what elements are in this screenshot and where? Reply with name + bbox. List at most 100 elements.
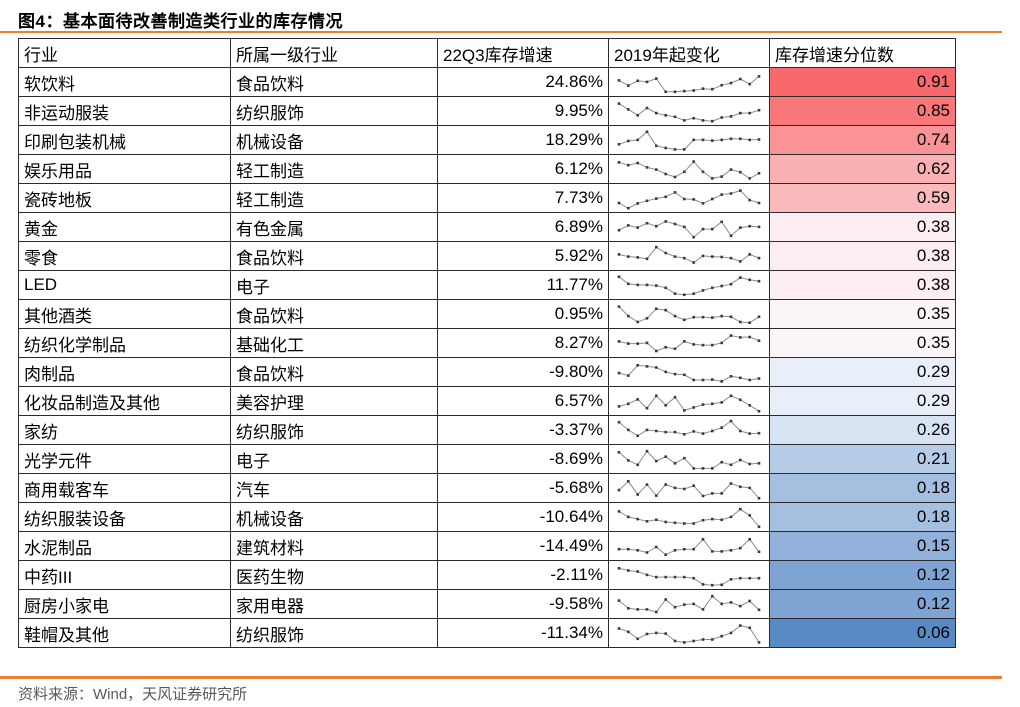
table-row: 鞋帽及其他 纺织服饰 -11.34% 0.06 xyxy=(18,618,956,648)
percentile-cell: 0.35 xyxy=(769,299,956,329)
sector-cell: 美容护理 xyxy=(230,386,438,416)
sparkline-marker xyxy=(692,116,695,119)
sparkline-marker xyxy=(655,349,658,352)
percentile-cell: 0.85 xyxy=(769,96,956,126)
trend-cell xyxy=(608,415,770,445)
growth-cell: 7.73% xyxy=(437,183,609,213)
table-row: 商用载客车 汽车 -5.68% 0.18 xyxy=(18,473,956,503)
sparkline-marker xyxy=(627,163,630,166)
sparkline-marker xyxy=(701,201,705,205)
sparkline-marker xyxy=(627,606,630,610)
sparkline-marker xyxy=(645,341,649,344)
sparkline-marker xyxy=(645,406,649,409)
sparkline-marker xyxy=(692,466,695,470)
sparkline-marker xyxy=(617,252,621,256)
sparkline-marker xyxy=(757,431,761,434)
sparkline-marker xyxy=(617,101,621,105)
sparkline-marker xyxy=(720,583,723,586)
sparkline-marker xyxy=(701,537,705,541)
sparkline-marker xyxy=(683,339,686,343)
sparkline-marker xyxy=(655,167,658,171)
sparkline-marker xyxy=(720,314,723,317)
sparkline-path xyxy=(618,275,760,295)
sparkline-marker xyxy=(711,429,714,432)
percentile-cell: 0.91 xyxy=(769,67,956,97)
table-row: 软饮料 食品饮料 24.86% 0.91 xyxy=(18,67,956,97)
sparkline-marker xyxy=(739,429,742,432)
trend-cell xyxy=(608,154,770,184)
trend-cell xyxy=(608,241,770,271)
sparkline-marker xyxy=(692,88,695,92)
col-header-industry: 行业 xyxy=(18,38,231,68)
sparkline-marker xyxy=(692,315,695,318)
sector-cell: 家用电器 xyxy=(230,589,438,619)
growth-cell: -3.37% xyxy=(437,415,609,445)
sparkline-marker xyxy=(729,374,733,378)
sparkline-marker xyxy=(757,171,761,175)
sparkline-marker xyxy=(617,371,621,374)
sparkline-marker xyxy=(645,449,649,452)
industry-cell: 纺织化学制品 xyxy=(18,328,231,358)
sparkline-marker xyxy=(739,623,742,627)
sector-cell: 轻工制造 xyxy=(230,183,438,213)
industry-cell: 中药III xyxy=(18,560,231,590)
trend-cell xyxy=(608,560,770,590)
growth-cell: 8.27% xyxy=(437,328,609,358)
table-row: 水泥制品 建筑材料 -14.49% 0.15 xyxy=(18,531,956,561)
sparkline-marker xyxy=(720,115,723,119)
trend-cell xyxy=(608,473,770,503)
sparkline-path xyxy=(619,538,760,555)
sparkline-marker xyxy=(683,408,686,412)
table-row: 纺织化学制品 基础化工 8.27% 0.35 xyxy=(18,328,956,358)
growth-cell: -9.58% xyxy=(437,589,609,619)
sparkline-path xyxy=(618,102,760,122)
sparkline-path xyxy=(618,189,760,209)
sparkline-marker xyxy=(692,576,695,579)
sparkline-marker xyxy=(664,403,667,407)
sparkline-marker xyxy=(748,513,751,517)
sparkline-marker xyxy=(720,491,723,495)
sparkline-marker xyxy=(636,341,639,345)
sparkline-path xyxy=(618,449,760,469)
percentile-cell: 0.12 xyxy=(769,589,956,619)
sparkline-marker xyxy=(748,82,751,85)
sparkline-marker xyxy=(673,314,677,317)
trend-cell xyxy=(608,125,770,155)
sparkline-marker xyxy=(711,87,714,90)
sparkline-marker xyxy=(673,639,677,642)
sparkline-marker xyxy=(683,256,686,259)
sparkline-marker xyxy=(664,345,667,349)
sparkline-marker xyxy=(627,568,630,572)
sparkline-marker xyxy=(636,161,639,164)
sparkline-marker xyxy=(748,198,751,201)
sparkline-path xyxy=(618,305,760,323)
industry-cell: 零食 xyxy=(18,241,231,271)
percentile-cell: 0.18 xyxy=(769,502,956,532)
sparkline-marker xyxy=(673,575,677,578)
sparkline-marker xyxy=(692,429,695,433)
sparkline-marker xyxy=(636,434,639,437)
sparkline-marker xyxy=(748,599,751,602)
sparkline-marker xyxy=(664,286,667,289)
sparkline-marker xyxy=(739,576,742,579)
sector-cell: 电子 xyxy=(230,444,438,474)
sparkline-marker xyxy=(655,394,658,397)
sparkline-marker xyxy=(720,255,723,258)
sparkline-marker xyxy=(711,594,714,597)
sparkline-marker xyxy=(617,547,621,550)
sparkline-marker xyxy=(645,221,649,224)
sparkline-marker xyxy=(673,521,677,524)
sparkline-marker xyxy=(701,288,705,292)
sparkline-marker xyxy=(627,282,630,285)
sparkline-marker xyxy=(757,461,761,465)
sparkline-chart xyxy=(617,507,761,528)
sparkline-marker xyxy=(673,147,677,151)
sparkline-marker xyxy=(617,142,621,146)
sparkline-marker xyxy=(664,251,667,254)
percentile-cell: 0.06 xyxy=(769,618,956,648)
sparkline-marker xyxy=(655,610,658,613)
sparkline-marker xyxy=(720,174,723,178)
sparkline-marker xyxy=(655,307,658,310)
trend-cell xyxy=(608,444,770,474)
sparkline-marker xyxy=(692,378,695,381)
